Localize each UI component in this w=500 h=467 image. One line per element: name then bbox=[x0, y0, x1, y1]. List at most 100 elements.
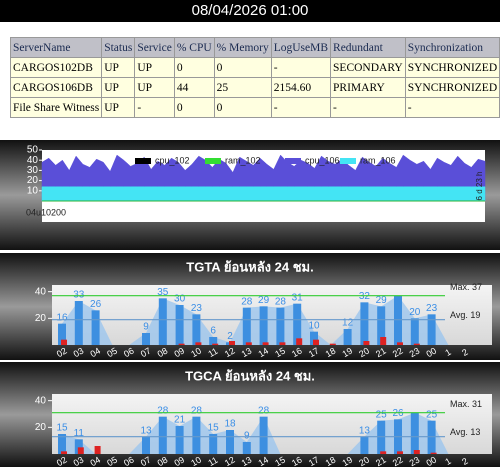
bar bbox=[279, 342, 286, 345]
value-label: 23 bbox=[426, 303, 438, 314]
x-tick-label: 02 bbox=[55, 455, 69, 467]
table-cell: SYNCHRONIZED bbox=[404, 57, 500, 78]
x-tick-label: 13 bbox=[240, 346, 254, 360]
bar bbox=[209, 434, 218, 454]
x-tick-label: 11 bbox=[206, 455, 219, 467]
bar bbox=[380, 451, 387, 454]
legend-label: cpu_106 bbox=[305, 155, 340, 165]
column-header: % Memory bbox=[213, 37, 272, 58]
y-tick-label: 20 bbox=[27, 175, 39, 186]
bar bbox=[61, 451, 67, 454]
bar bbox=[430, 452, 437, 454]
x-tick-label: 15 bbox=[273, 346, 287, 360]
bar bbox=[259, 306, 268, 345]
table-cell: 0 bbox=[173, 57, 215, 78]
x-tick-label: 19 bbox=[340, 346, 354, 360]
bar bbox=[343, 329, 352, 345]
x-tick-label: 20 bbox=[357, 346, 371, 360]
x-tick-label: 16 bbox=[290, 455, 304, 467]
bar bbox=[226, 430, 234, 454]
bar bbox=[377, 420, 386, 454]
x-tick-label: 04 bbox=[88, 346, 102, 360]
value-label: 31 bbox=[292, 292, 304, 303]
column-header: ServerName bbox=[9, 37, 103, 58]
bar bbox=[158, 298, 167, 345]
chart-title: TGTA ย้อนหลัง 24 ชม. bbox=[186, 259, 313, 274]
bar bbox=[74, 301, 83, 345]
bar bbox=[158, 416, 167, 454]
bar bbox=[195, 342, 202, 345]
x-tick-label: 15 bbox=[273, 455, 287, 467]
column-header: LogUseMB bbox=[270, 37, 332, 58]
value-label: 11 bbox=[74, 428, 85, 439]
column-header: Synchronization bbox=[404, 37, 500, 58]
x-tick-label: 21 bbox=[374, 346, 388, 360]
value-label: 15 bbox=[56, 423, 68, 434]
bar bbox=[413, 450, 420, 454]
x-tick-label: 12 bbox=[223, 455, 237, 467]
value-label: 26 bbox=[392, 408, 404, 419]
table-cell: 25 bbox=[213, 77, 272, 98]
bar bbox=[360, 436, 369, 454]
bar bbox=[413, 343, 420, 345]
value-label: 12 bbox=[342, 318, 354, 329]
x-tick-label: 11 bbox=[206, 346, 219, 359]
x-tick-label: 06 bbox=[122, 346, 136, 360]
bar bbox=[61, 339, 67, 345]
value-label: 21 bbox=[174, 415, 186, 426]
bar bbox=[142, 436, 150, 454]
table-cell: SYNCHRONIZED bbox=[404, 77, 500, 98]
bar bbox=[242, 442, 251, 454]
x-tick-label: 03 bbox=[72, 346, 86, 360]
x-tick-label: 16 bbox=[290, 346, 304, 360]
x-tick-label: 10 bbox=[189, 346, 203, 360]
reference-label: Max. 37 bbox=[450, 282, 482, 292]
table-cell: CARGOS102DB bbox=[9, 57, 103, 78]
legend-label: ram_106 bbox=[360, 155, 396, 165]
bar bbox=[410, 318, 419, 345]
value-label: 25 bbox=[426, 409, 438, 420]
legend-swatch bbox=[340, 158, 356, 164]
y-tick-label: 10 bbox=[27, 185, 39, 196]
value-label: 6 bbox=[210, 326, 216, 337]
x-tick-label: 17 bbox=[307, 346, 321, 360]
bar bbox=[91, 310, 100, 345]
x-tick-label: 06 bbox=[122, 455, 136, 467]
x-tick-label: 05 bbox=[105, 455, 119, 467]
y-tick-label: 30 bbox=[27, 165, 39, 176]
table-cell: - bbox=[270, 57, 332, 78]
x-tick-label: 14 bbox=[256, 455, 270, 467]
value-label: 16 bbox=[56, 312, 68, 323]
table-cell: UP bbox=[101, 97, 136, 118]
x-tick-label: 23 bbox=[408, 455, 422, 467]
legend-swatch bbox=[135, 158, 151, 164]
x-tick-label: 13 bbox=[240, 455, 254, 467]
bar bbox=[296, 338, 303, 345]
x-tick-label: 10 bbox=[189, 455, 203, 467]
table-cell: UP bbox=[101, 57, 136, 78]
x-tick-label: 22 bbox=[391, 455, 405, 467]
value-label: 28 bbox=[241, 296, 253, 307]
x-tick-label: 22 bbox=[391, 346, 405, 360]
value-label: 15 bbox=[208, 423, 220, 434]
table-cell: 44 bbox=[173, 77, 215, 98]
bar bbox=[209, 337, 218, 345]
bar bbox=[394, 295, 402, 345]
header-title: 08/04/2026 01:00 bbox=[0, 0, 500, 22]
table-cell: SECONDARY bbox=[330, 57, 406, 78]
value-label: 29 bbox=[376, 295, 388, 306]
value-label: 35 bbox=[157, 287, 169, 298]
bar bbox=[397, 451, 403, 454]
value-label: 28 bbox=[157, 405, 169, 416]
bar bbox=[77, 447, 84, 454]
value-label: 13 bbox=[359, 425, 371, 436]
bar bbox=[427, 420, 436, 454]
value-label: 13 bbox=[140, 425, 152, 436]
x-label: 04u10200 bbox=[26, 207, 66, 217]
table-header: ServerName Status Service% CPU% Memory LogU… bbox=[9, 37, 500, 58]
reference-label: Avg. 13 bbox=[450, 427, 480, 437]
value-label: 28 bbox=[258, 405, 270, 416]
bar bbox=[293, 303, 302, 345]
x-tick-label: 09 bbox=[172, 346, 186, 360]
